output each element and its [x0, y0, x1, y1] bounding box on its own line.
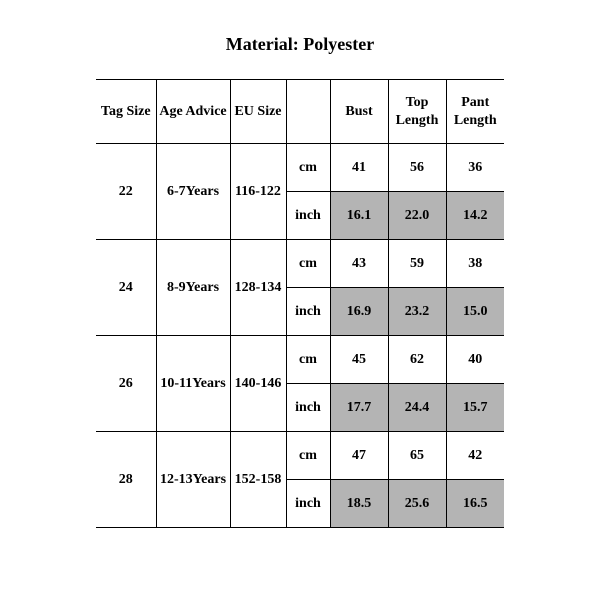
cell-eu-size: 152-158 — [230, 432, 286, 528]
cell-bust-cm: 47 — [330, 432, 388, 480]
col-age-advice: Age Advice — [156, 80, 230, 144]
cell-bust-inch: 16.9 — [330, 288, 388, 336]
cell-age-advice: 12-13Years — [156, 432, 230, 528]
cell-top-cm: 59 — [388, 240, 446, 288]
cell-pant-cm: 40 — [446, 336, 504, 384]
table-row: 2812-13Years152-158cm476542 — [96, 432, 504, 480]
cell-tag-size: 28 — [96, 432, 156, 528]
col-top-length: Top Length — [388, 80, 446, 144]
cell-top-cm: 62 — [388, 336, 446, 384]
cell-bust-cm: 41 — [330, 144, 388, 192]
cell-age-advice: 6-7Years — [156, 144, 230, 240]
cell-pant-inch: 15.7 — [446, 384, 504, 432]
cell-pant-inch: 16.5 — [446, 480, 504, 528]
table-row: 248-9Years128-134cm435938 — [96, 240, 504, 288]
cell-pant-cm: 36 — [446, 144, 504, 192]
cell-bust-cm: 43 — [330, 240, 388, 288]
cell-unit-cm: cm — [286, 240, 330, 288]
cell-top-inch: 23.2 — [388, 288, 446, 336]
table-header-row: Tag Size Age Advice EU Size Bust Top Len… — [96, 80, 504, 144]
table-row: 2610-11Years140-146cm456240 — [96, 336, 504, 384]
cell-pant-inch: 14.2 — [446, 192, 504, 240]
col-tag-size: Tag Size — [96, 80, 156, 144]
cell-unit-inch: inch — [286, 288, 330, 336]
cell-tag-size: 26 — [96, 336, 156, 432]
cell-unit-inch: inch — [286, 480, 330, 528]
col-eu-size: EU Size — [230, 80, 286, 144]
cell-age-advice: 10-11Years — [156, 336, 230, 432]
cell-top-cm: 65 — [388, 432, 446, 480]
cell-top-inch: 24.4 — [388, 384, 446, 432]
cell-bust-inch: 18.5 — [330, 480, 388, 528]
col-unit — [286, 80, 330, 144]
cell-unit-cm: cm — [286, 432, 330, 480]
page-title: Material: Polyester — [0, 0, 600, 79]
cell-bust-inch: 17.7 — [330, 384, 388, 432]
cell-unit-cm: cm — [286, 144, 330, 192]
col-pant-length: Pant Length — [446, 80, 504, 144]
cell-unit-inch: inch — [286, 192, 330, 240]
cell-pant-cm: 42 — [446, 432, 504, 480]
cell-unit-inch: inch — [286, 384, 330, 432]
cell-age-advice: 8-9Years — [156, 240, 230, 336]
cell-pant-inch: 15.0 — [446, 288, 504, 336]
col-bust: Bust — [330, 80, 388, 144]
cell-top-inch: 22.0 — [388, 192, 446, 240]
cell-bust-inch: 16.1 — [330, 192, 388, 240]
cell-unit-cm: cm — [286, 336, 330, 384]
cell-tag-size: 24 — [96, 240, 156, 336]
cell-top-cm: 56 — [388, 144, 446, 192]
size-table: Tag Size Age Advice EU Size Bust Top Len… — [96, 79, 504, 528]
cell-eu-size: 116-122 — [230, 144, 286, 240]
cell-eu-size: 128-134 — [230, 240, 286, 336]
table-row: 226-7Years116-122cm415636 — [96, 144, 504, 192]
cell-bust-cm: 45 — [330, 336, 388, 384]
cell-pant-cm: 38 — [446, 240, 504, 288]
cell-tag-size: 22 — [96, 144, 156, 240]
cell-eu-size: 140-146 — [230, 336, 286, 432]
cell-top-inch: 25.6 — [388, 480, 446, 528]
